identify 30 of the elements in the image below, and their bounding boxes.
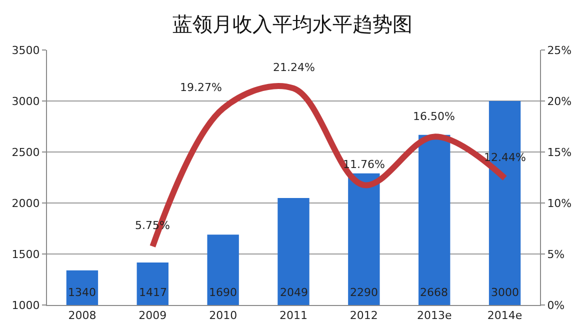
data-label: 1340 <box>68 286 96 299</box>
y-tick-label: 1000 <box>12 298 40 312</box>
y2-tick-label: 10% <box>547 196 572 210</box>
y2-tick-label: 25% <box>547 44 572 57</box>
x-tick-label: 2013e <box>416 309 452 322</box>
x-tick-label: 2014e <box>487 309 522 322</box>
data-label: 19.27% <box>180 81 222 94</box>
x-tick-label: 2012 <box>350 309 378 322</box>
y2-tick-label: 5% <box>547 248 565 261</box>
x-tick-label: 2011 <box>280 309 308 322</box>
x-tick-label: 2010 <box>209 309 238 322</box>
y-tick-label: 2500 <box>12 146 40 159</box>
data-label: 16.50% <box>413 110 455 123</box>
data-label: 3000 <box>491 286 519 299</box>
y-tick-label: 3500 <box>12 44 40 57</box>
y2-tick-label: 20% <box>547 94 572 108</box>
y2-tick-label: 15% <box>547 146 572 159</box>
x-tick-label: 2008 <box>68 309 96 322</box>
data-label: 21.24% <box>273 61 315 74</box>
x-tick-label: 2009 <box>138 309 167 322</box>
data-label: 2290 <box>350 286 378 299</box>
data-label: 1417 <box>139 286 167 299</box>
y2-tick-label: 0% <box>547 298 565 312</box>
y-tick-label: 1500 <box>12 248 40 261</box>
y-tick-label: 3000 <box>12 94 40 108</box>
data-label: 2668 <box>420 286 448 299</box>
data-label: 1690 <box>209 286 237 299</box>
chart-title: 蓝领月收入平均水平趋势图 <box>172 12 412 36</box>
data-label: 2049 <box>280 286 308 299</box>
y-tick-label: 2000 <box>12 196 40 210</box>
